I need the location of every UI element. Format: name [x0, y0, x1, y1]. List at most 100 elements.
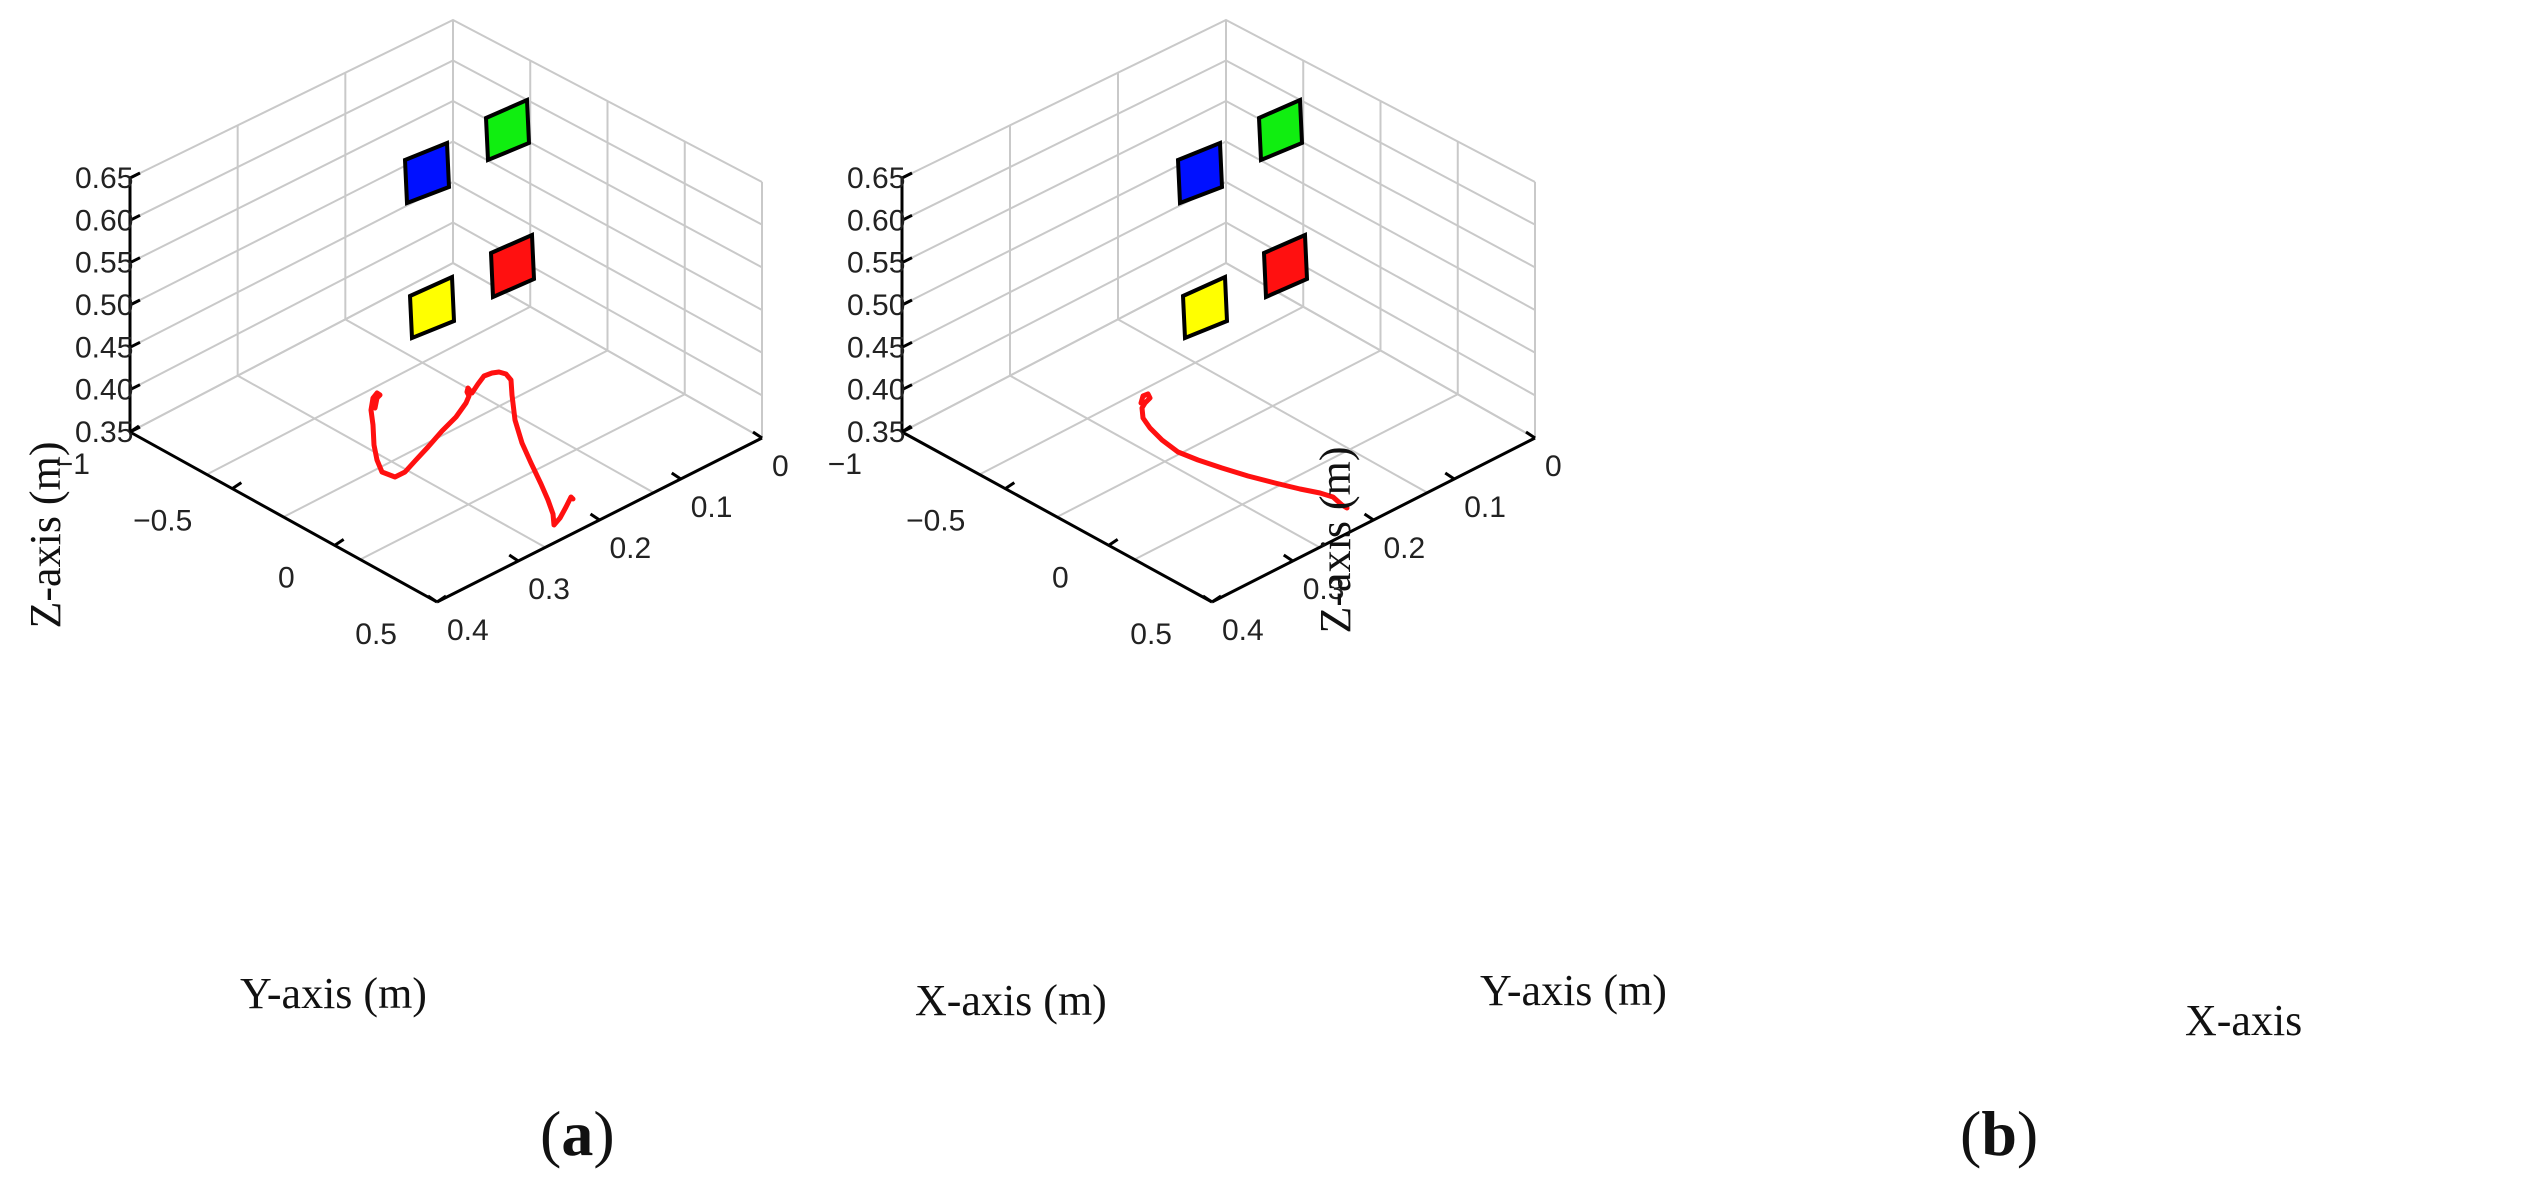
panel-a-label-letter: a [561, 1098, 593, 1169]
z-tick-label: 0.50 [847, 289, 905, 322]
grid-line-floor [979, 305, 1304, 476]
y-tick-label: 0.5 [355, 618, 397, 651]
grid-line-floor [359, 393, 686, 561]
x-tick-label: 0.2 [1384, 532, 1426, 565]
panel-a-axes [128, 178, 763, 604]
z-tick-mark [901, 340, 913, 349]
panel-b-trajectory [1138, 391, 1350, 511]
panel-b-targets [1175, 96, 1310, 341]
x-tick-mark [1444, 471, 1456, 481]
grid-line-z-level [129, 59, 763, 226]
z-tick-label: 0.65 [75, 162, 133, 195]
grid-line-floor [1056, 349, 1381, 518]
panel-a-label: (a) [540, 1098, 615, 1169]
blue-target [402, 140, 452, 206]
grid-line-floor [901, 262, 1227, 433]
x-tick-mark [670, 471, 682, 481]
panel-a-z-axis-label: Z-axis (m) [21, 442, 70, 629]
grid-line-z-level [129, 99, 763, 269]
red-target [488, 231, 537, 301]
grid-line-z-level [129, 180, 763, 354]
y-tick-label: −1 [828, 448, 862, 481]
trajectory-path [1138, 391, 1350, 511]
z-tick-label: 0.35 [847, 416, 905, 449]
z-tick-mark [129, 256, 141, 265]
z-tick-mark [129, 340, 141, 349]
z-tick-label: 0.55 [75, 247, 133, 280]
x-tick-mark [1202, 594, 1213, 604]
panel-a-y-axis-label: Y-axis (m) [240, 969, 427, 1018]
y-tick-label: 0.5 [1130, 618, 1172, 651]
y-tick-label: −0.5 [906, 505, 965, 538]
y-tick-label: 0 [1052, 561, 1069, 594]
y-tick-mark [1004, 481, 1016, 490]
y-axis-line [129, 430, 438, 604]
z-tick-label: 0.60 [75, 204, 133, 237]
grid-line-z-level [901, 59, 1536, 226]
panel-b-label-letter: b [1981, 1098, 2017, 1169]
panel-b-z-axis-label: Z-axis (m) [1311, 447, 1360, 634]
x-tick-label: 0 [1545, 450, 1562, 483]
y-tick-mark [333, 538, 345, 547]
z-tick-label: 0.35 [75, 416, 133, 449]
panel-b-axes [900, 178, 1536, 604]
x-tick-label: 0.3 [1303, 573, 1345, 606]
y-tick-label: 0 [278, 561, 295, 594]
x-tick-mark [1525, 430, 1536, 440]
panel-a-x-axis-label: X-axis (m) [915, 976, 1107, 1025]
grid-line-z-level [901, 180, 1536, 354]
z-tick-label: 0.40 [75, 374, 133, 407]
panel-a-z-ticks: 0.35 0.40 0.45 0.50 0.55 0.60 0.65 [75, 162, 141, 449]
z-tick-mark [901, 383, 913, 392]
x-tick-label: 0.1 [691, 491, 733, 524]
green-target [483, 96, 532, 163]
z-tick-mark [901, 213, 913, 222]
y-tick-mark [901, 424, 912, 434]
y-tick-label: −0.5 [133, 505, 192, 538]
yellow-target [407, 273, 457, 341]
grid-line-z-level [901, 99, 1536, 269]
z-tick-mark [129, 298, 141, 307]
z-tick-label: 0.50 [75, 289, 133, 322]
x-tick-mark [1363, 512, 1375, 522]
z-tick-mark [901, 298, 913, 307]
grid-line-z-level [901, 140, 1536, 311]
red-target [1261, 231, 1310, 301]
z-tick-mark [901, 171, 913, 180]
z-tick-label: 0.60 [847, 204, 905, 237]
z-tick-label: 0.65 [847, 162, 905, 195]
z-tick-mark [129, 171, 141, 180]
z-tick-label: 0.45 [75, 331, 133, 364]
panel-a-x-ticks: 0 0.1 0.2 0.3 0.4 [427, 430, 789, 647]
panel-a-targets [402, 96, 537, 341]
panel-b-y-ticks: −1 −0.5 0 0.5 [828, 424, 1222, 651]
x-tick-mark [427, 594, 438, 604]
z-tick-label: 0.55 [847, 247, 905, 280]
x-tick-label: 0 [772, 450, 789, 483]
x-tick-mark [752, 430, 763, 440]
panel-a-chart: 0.350.400.450.500.550.600.65 −1−0.500.5 … [21, 18, 1107, 1169]
z-tick-mark [901, 256, 913, 265]
trajectory-path [368, 369, 576, 528]
grid-line-z-level [129, 18, 763, 183]
yellow-target [1180, 273, 1230, 341]
x-tick-mark [589, 512, 601, 522]
y-tick-mark [1107, 538, 1119, 547]
z-tick-label: 0.45 [847, 331, 905, 364]
grid-line-floor [129, 262, 454, 433]
grid-line-floor [1134, 393, 1459, 561]
y-tick-mark [1211, 594, 1222, 604]
y-tick-label: −1 [56, 448, 90, 481]
grid-line-floor [283, 349, 608, 518]
x-tick-mark [508, 553, 520, 563]
panel-a-trajectory [368, 369, 576, 528]
y-axis-line [901, 430, 1213, 604]
x-tick-label: 0.1 [1464, 491, 1506, 524]
grid-line-floor [206, 305, 531, 476]
panel-b-z-ticks: 0.35 0.40 0.45 0.50 0.55 0.60 0.65 [847, 162, 913, 449]
y-tick-mark [231, 481, 243, 490]
panel-b-chart: 0.350.400.450.500.550.600.65 −1−0.500.5 … [828, 18, 2302, 1169]
panel-b-x-axis-label: X-axis [2185, 996, 2302, 1045]
x-tick-label: 0.2 [610, 532, 652, 565]
